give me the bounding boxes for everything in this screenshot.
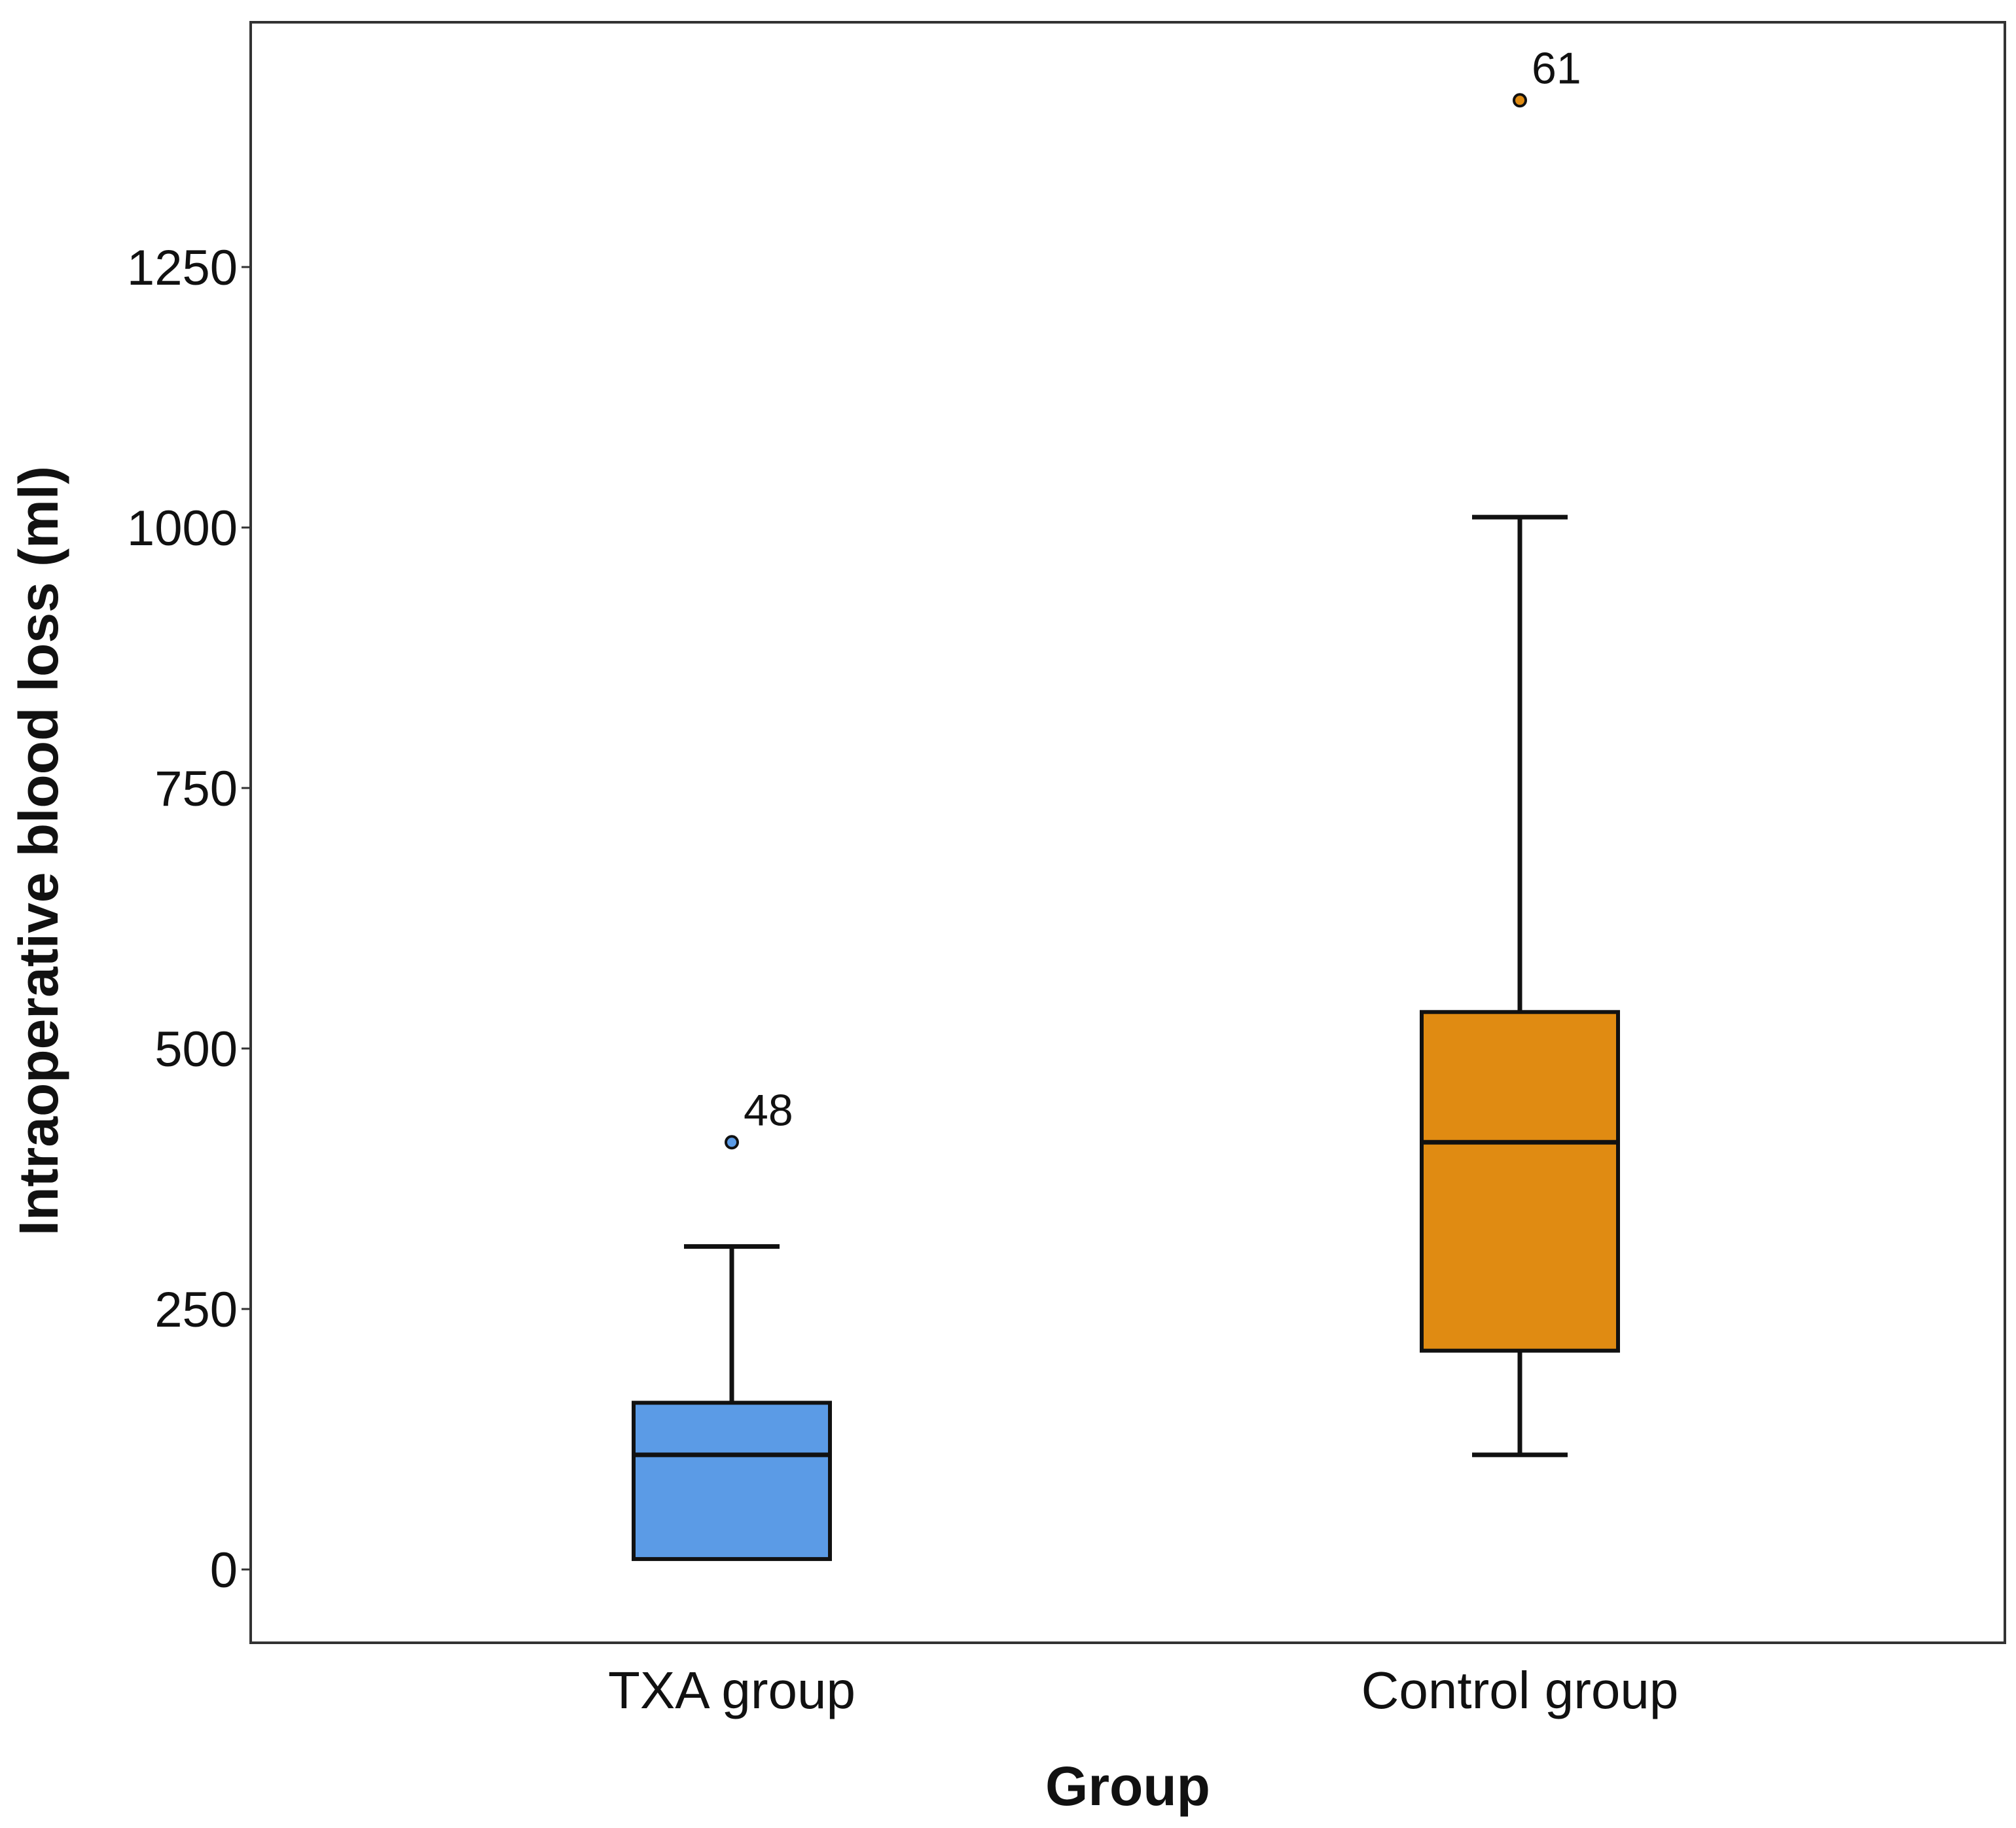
y-tick-label: 0 — [210, 1543, 238, 1598]
y-axis-ticks: 0 250 500 750 1000 1250 — [127, 240, 251, 1598]
iqr-box — [1420, 1010, 1620, 1353]
outlier-label: 61 — [1532, 43, 1581, 93]
box-txa: 48 — [632, 1085, 832, 1562]
box-control: 61 — [1420, 43, 1620, 1458]
y-tick-label: 750 — [154, 761, 238, 817]
y-tick-label: 500 — [154, 1022, 238, 1077]
y-tick-label: 250 — [154, 1282, 238, 1338]
iqr-box — [632, 1401, 832, 1562]
x-category-label: TXA group — [608, 1661, 855, 1719]
x-category-label: Control group — [1361, 1661, 1679, 1719]
outlier-point — [725, 1135, 739, 1150]
y-tick-label: 1250 — [127, 240, 238, 296]
y-axis-title: Intraoperative blood loss (ml) — [8, 466, 69, 1236]
x-axis-labels: TXA group Control group — [608, 1661, 1678, 1719]
y-tick-label: 1000 — [127, 501, 238, 556]
outlier-label: 48 — [744, 1085, 793, 1135]
plot-frame — [249, 21, 2006, 1644]
outlier-point — [1513, 93, 1527, 108]
x-axis-title: Group — [1045, 1755, 1210, 1817]
box-series: 48 61 — [632, 43, 1620, 1562]
